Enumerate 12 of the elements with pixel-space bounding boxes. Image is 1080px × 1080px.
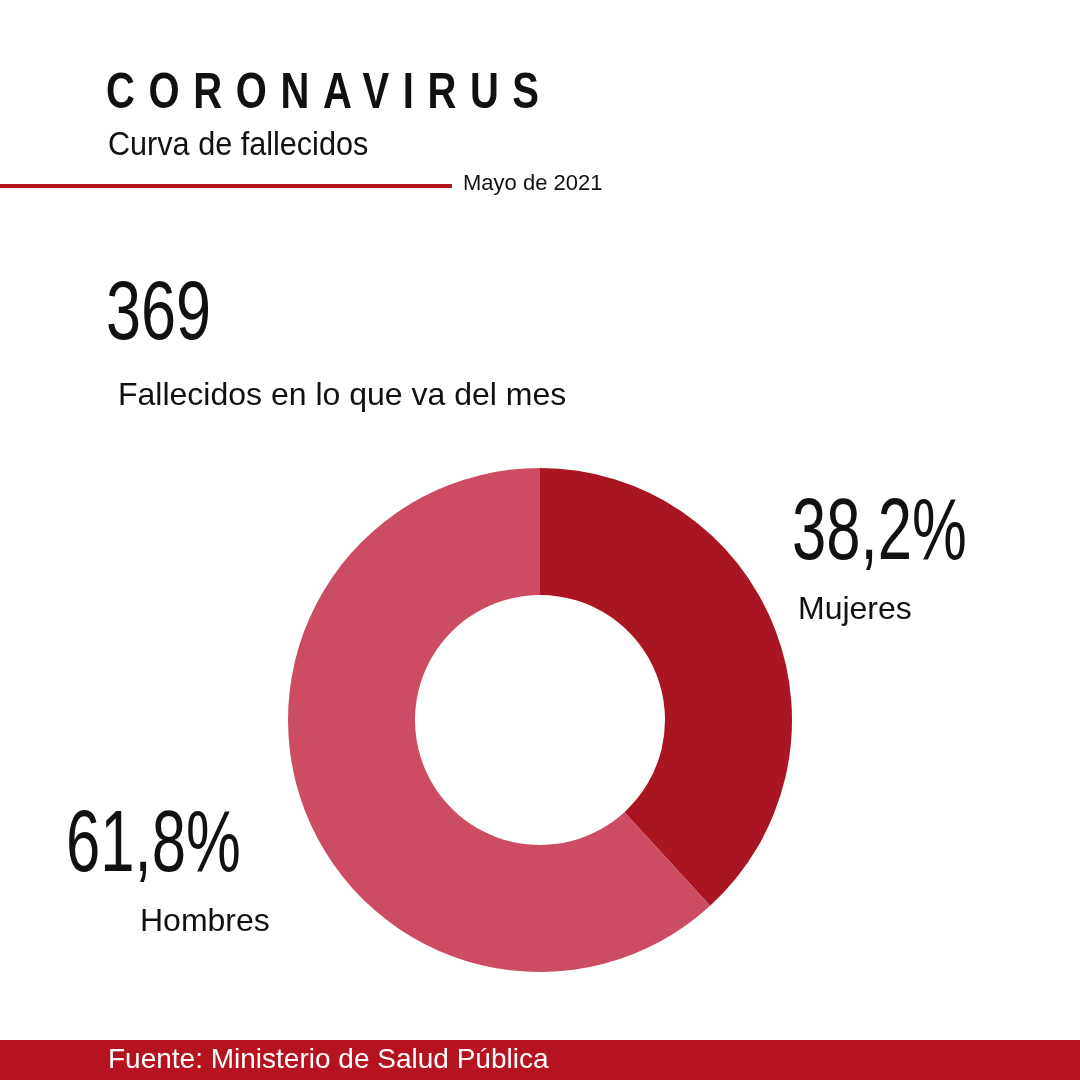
slice-label: Mujeres <box>798 590 912 627</box>
slice-label: Hombres <box>140 902 270 939</box>
donut-slice <box>288 468 711 972</box>
donut-slice <box>540 468 792 906</box>
data-label: 61,8% <box>66 790 241 892</box>
chart-title: CORONAVIRUS <box>106 62 553 120</box>
text: 369 <box>106 262 212 359</box>
text: Mayo de 2021 <box>463 170 603 196</box>
chart-subtitle: Curva de fallecidos <box>108 124 369 163</box>
text: Fallecidos en lo que va del mes <box>118 376 567 413</box>
source-note: Fuente: Ministerio de Salud Pública <box>108 1043 549 1075</box>
data-label: 38,2% <box>792 478 967 580</box>
